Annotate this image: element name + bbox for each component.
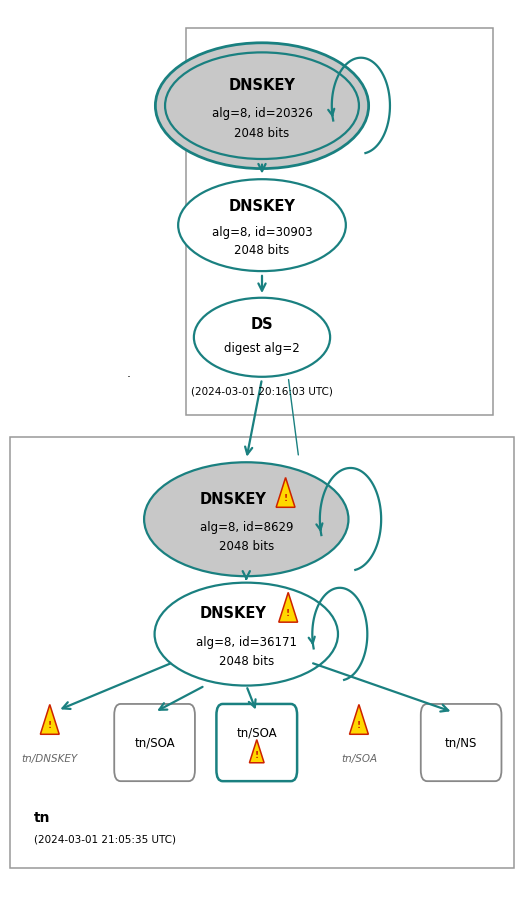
Ellipse shape [178, 179, 346, 271]
Text: 2048 bits: 2048 bits [219, 540, 274, 553]
Ellipse shape [155, 583, 338, 686]
FancyBboxPatch shape [421, 704, 501, 781]
Ellipse shape [194, 298, 330, 377]
Text: 2048 bits: 2048 bits [234, 127, 290, 140]
Text: !: ! [255, 751, 259, 760]
Text: tn/SOA: tn/SOA [236, 727, 277, 740]
FancyBboxPatch shape [216, 704, 297, 781]
Polygon shape [249, 740, 264, 763]
Text: tn/SOA: tn/SOA [341, 754, 377, 764]
Text: DNSKEY: DNSKEY [228, 199, 296, 214]
Ellipse shape [144, 462, 348, 576]
Text: tn: tn [34, 811, 50, 825]
Text: !: ! [286, 608, 290, 618]
Text: tn/NS: tn/NS [445, 736, 477, 749]
FancyBboxPatch shape [10, 437, 514, 868]
Text: !: ! [48, 720, 52, 730]
Text: digest alg=2: digest alg=2 [224, 342, 300, 355]
Text: tn/DNSKEY: tn/DNSKEY [21, 754, 78, 764]
Text: DNSKEY: DNSKEY [200, 607, 267, 621]
Text: .: . [126, 367, 130, 380]
Text: 2048 bits: 2048 bits [219, 655, 274, 668]
Text: 2048 bits: 2048 bits [234, 244, 290, 257]
Text: (2024-03-01 21:05:35 UTC): (2024-03-01 21:05:35 UTC) [34, 834, 176, 844]
Text: !: ! [283, 494, 288, 503]
Text: !: ! [357, 720, 361, 730]
Text: (2024-03-01 20:16:03 UTC): (2024-03-01 20:16:03 UTC) [191, 387, 333, 396]
Text: DS: DS [250, 317, 274, 332]
Text: alg=8, id=8629: alg=8, id=8629 [200, 521, 293, 534]
FancyBboxPatch shape [114, 704, 195, 781]
Text: DNSKEY: DNSKEY [228, 78, 296, 93]
Text: tn/SOA: tn/SOA [134, 736, 175, 749]
Text: alg=8, id=30903: alg=8, id=30903 [212, 226, 312, 239]
Polygon shape [40, 705, 59, 734]
Ellipse shape [165, 52, 359, 159]
Text: alg=8, id=20326: alg=8, id=20326 [212, 108, 312, 120]
Polygon shape [279, 593, 298, 622]
Polygon shape [276, 478, 295, 507]
Text: DNSKEY: DNSKEY [200, 492, 267, 506]
FancyBboxPatch shape [186, 28, 493, 415]
Text: alg=8, id=36171: alg=8, id=36171 [196, 636, 297, 649]
Ellipse shape [155, 43, 369, 168]
Polygon shape [350, 705, 368, 734]
